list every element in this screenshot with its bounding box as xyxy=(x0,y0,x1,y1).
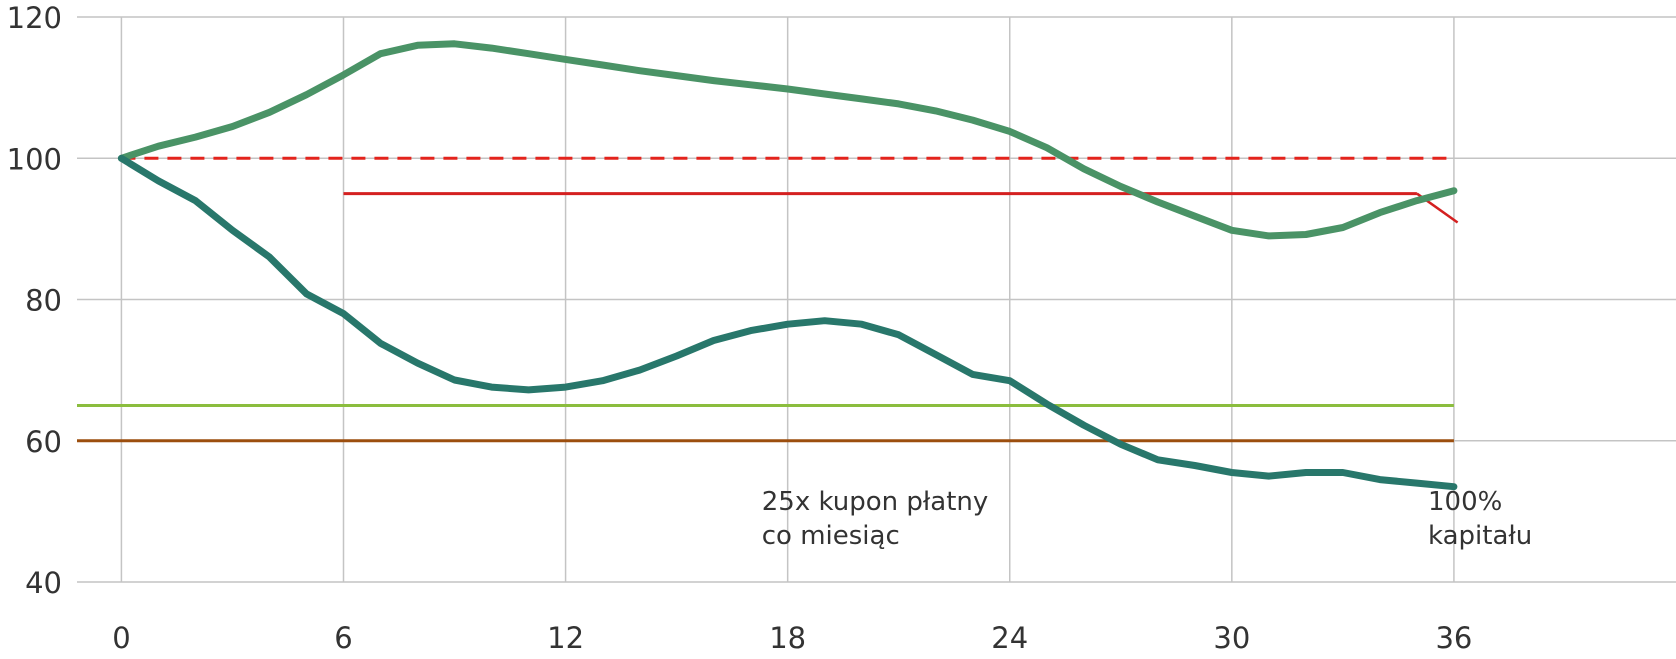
annotation-line: co miesiąc xyxy=(762,521,900,551)
x-tick-label: 18 xyxy=(769,621,806,655)
x-tick-label: 6 xyxy=(334,621,352,655)
x-tick-label: 24 xyxy=(991,621,1028,655)
y-tick-label: 120 xyxy=(7,1,62,35)
annotations: 25x kupon płatny co miesiąc 100% kapitału xyxy=(762,487,1533,551)
x-tick-labels: 0 6 12 18 24 30 36 xyxy=(112,621,1472,655)
series-line-0 xyxy=(117,40,1458,240)
reference-lines xyxy=(77,156,1459,443)
series-lines xyxy=(117,40,1458,491)
annotation-line: kapitału xyxy=(1428,521,1532,551)
y-tick-label: 100 xyxy=(7,142,62,176)
series-line-1 xyxy=(117,154,1458,491)
y-tick-label: 40 xyxy=(25,566,62,600)
y-tick-labels: 40 60 80 100 120 xyxy=(7,1,62,600)
x-tick-label: 12 xyxy=(547,621,584,655)
y-tick-label: 60 xyxy=(25,425,62,459)
x-tick-label: 0 xyxy=(112,621,130,655)
x-tick-label: 30 xyxy=(1213,621,1250,655)
y-tick-label: 80 xyxy=(25,284,62,318)
x-tick-label: 36 xyxy=(1435,621,1472,655)
annotation-line: 100% xyxy=(1428,487,1502,517)
annotation-0: 25x kupon płatny co miesiąc xyxy=(762,487,989,551)
annotation-1: 100% kapitału xyxy=(1428,487,1532,551)
annotation-line: 25x kupon płatny xyxy=(762,487,989,517)
